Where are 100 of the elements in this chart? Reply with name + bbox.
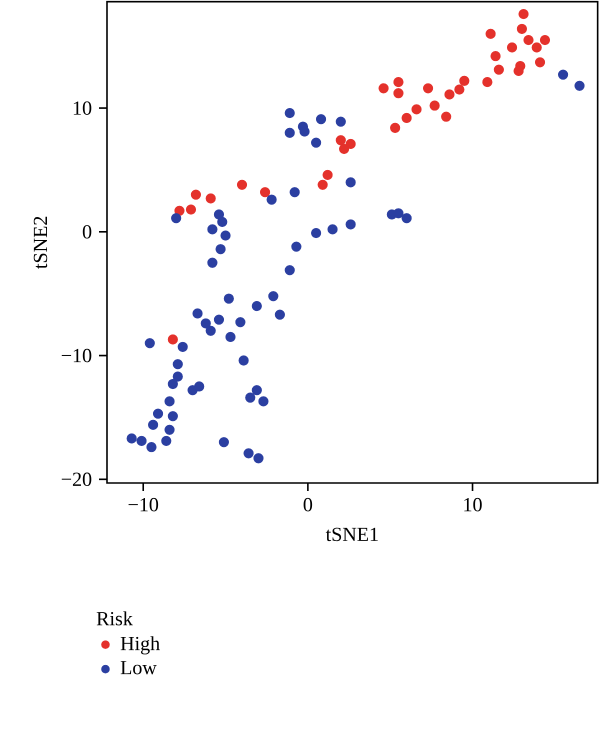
- point: [486, 28, 496, 39]
- point: [390, 122, 400, 133]
- point: [220, 230, 231, 241]
- point: [444, 89, 455, 100]
- point: [290, 187, 300, 198]
- point: [346, 138, 356, 150]
- point: [441, 112, 452, 122]
- point: [430, 100, 440, 111]
- point: [217, 216, 228, 227]
- point: [253, 453, 264, 464]
- point: [216, 244, 226, 254]
- point: [194, 381, 204, 392]
- point: [422, 83, 434, 94]
- point: [152, 408, 164, 419]
- point: [207, 224, 218, 234]
- point: [494, 64, 504, 75]
- point: [146, 442, 157, 452]
- point: [164, 424, 175, 435]
- point: [322, 170, 333, 180]
- x-tick-label: 0: [304, 498, 312, 512]
- point: [532, 42, 542, 53]
- point: [168, 334, 178, 345]
- point: [258, 396, 268, 406]
- point: [300, 126, 310, 137]
- point: [235, 317, 246, 328]
- point: [186, 204, 196, 215]
- point: [284, 265, 295, 276]
- point: [148, 420, 158, 430]
- point: [244, 448, 254, 458]
- point: [291, 242, 302, 252]
- point: [540, 34, 550, 46]
- point: [459, 76, 470, 86]
- point: [393, 208, 404, 218]
- point: [236, 180, 248, 190]
- point: [311, 228, 322, 238]
- point: [136, 436, 147, 446]
- point: [168, 378, 178, 390]
- point: [393, 77, 404, 88]
- point: [558, 70, 568, 80]
- point: [245, 392, 256, 403]
- point: [252, 300, 262, 312]
- point: [164, 396, 175, 406]
- point: [454, 84, 464, 95]
- point: [172, 359, 183, 370]
- point: [284, 108, 295, 118]
- legend-title: Risk: [96, 611, 133, 626]
- point: [523, 34, 534, 46]
- point: [574, 80, 585, 91]
- point: [311, 138, 322, 148]
- point: [318, 180, 328, 190]
- point: [516, 24, 527, 34]
- point: [534, 57, 546, 68]
- point: [206, 193, 216, 204]
- point: [207, 258, 218, 268]
- point: [378, 83, 389, 94]
- y-tick-label: −20: [62, 472, 92, 486]
- x-axis-title: tSNE1: [326, 528, 378, 542]
- point: [214, 314, 224, 325]
- point: [260, 187, 270, 198]
- legend-label: Low: [120, 661, 157, 674]
- point: [126, 433, 137, 444]
- point: [266, 194, 277, 205]
- point: [514, 66, 524, 76]
- legend-label: High: [120, 636, 160, 654]
- x-tick-label: 10: [464, 498, 482, 512]
- point: [402, 112, 412, 124]
- point: [144, 338, 155, 348]
- point: [268, 291, 278, 302]
- point: [482, 77, 492, 88]
- point: [284, 128, 295, 138]
- point: [168, 411, 178, 422]
- point: [172, 372, 183, 382]
- point: [225, 332, 236, 342]
- x-tick-label: −10: [128, 498, 158, 512]
- point: [171, 213, 182, 224]
- point: [174, 206, 185, 216]
- point: [224, 294, 234, 304]
- point: [316, 114, 326, 124]
- point: [190, 190, 201, 200]
- point: [274, 310, 285, 320]
- point: [238, 355, 249, 366]
- point: [402, 213, 412, 224]
- point: [346, 219, 356, 230]
- point: [218, 437, 229, 448]
- point: [490, 51, 501, 62]
- point: [178, 342, 188, 352]
- y-tick-label: −10: [62, 348, 92, 362]
- point: [411, 104, 422, 114]
- point: [200, 318, 211, 328]
- point: [192, 308, 203, 319]
- point: [327, 224, 338, 234]
- y-tick-label: 0: [82, 225, 92, 239]
- point: [336, 116, 346, 127]
- point: [346, 177, 356, 188]
- point: [161, 436, 172, 446]
- point: [339, 144, 350, 154]
- point: [206, 326, 216, 336]
- y-tick-label: 10: [74, 101, 92, 115]
- point: [393, 88, 404, 98]
- y-axis-title: tSNE2: [34, 216, 48, 269]
